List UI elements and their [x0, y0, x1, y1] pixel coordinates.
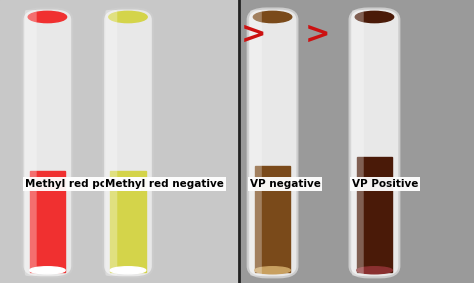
FancyBboxPatch shape	[247, 8, 298, 277]
Bar	[255, 166, 290, 272]
Text: Methyl red positive: Methyl red positive	[25, 179, 139, 189]
Ellipse shape	[28, 11, 66, 23]
Bar	[30, 171, 65, 272]
Text: VP negative: VP negative	[250, 179, 321, 189]
Ellipse shape	[357, 267, 392, 274]
Ellipse shape	[255, 267, 290, 274]
Ellipse shape	[356, 11, 394, 23]
FancyBboxPatch shape	[250, 10, 262, 276]
Ellipse shape	[110, 267, 146, 274]
FancyBboxPatch shape	[352, 10, 364, 276]
FancyBboxPatch shape	[25, 10, 36, 276]
Text: Methyl red negative: Methyl red negative	[105, 179, 224, 189]
Text: >: >	[305, 20, 330, 48]
Bar	[356, 157, 392, 272]
FancyBboxPatch shape	[105, 10, 117, 276]
Text: >: >	[241, 20, 266, 48]
FancyBboxPatch shape	[350, 8, 399, 277]
FancyBboxPatch shape	[103, 8, 153, 277]
Ellipse shape	[109, 11, 147, 23]
FancyBboxPatch shape	[23, 8, 72, 277]
Bar	[239, 0, 474, 283]
Text: VP Positive: VP Positive	[352, 179, 419, 189]
Ellipse shape	[253, 11, 292, 23]
Bar	[0, 0, 239, 283]
Ellipse shape	[30, 267, 65, 274]
Bar	[110, 171, 146, 272]
